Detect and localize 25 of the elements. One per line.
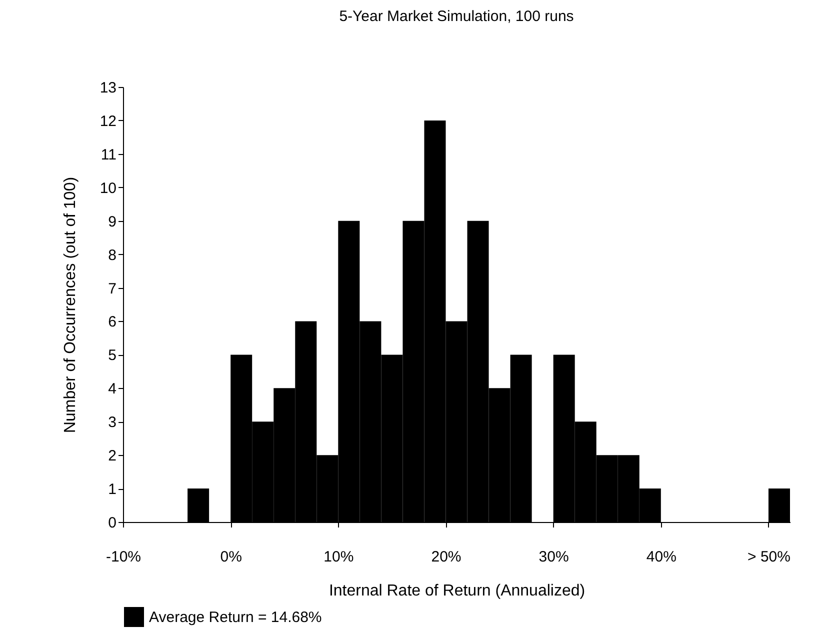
y-tick-label: 3 <box>108 414 116 432</box>
y-tick-label: 7 <box>108 280 116 298</box>
y-axis-title: Number of Occurrences (out of 100) <box>62 176 79 434</box>
y-tick-label: 8 <box>108 246 116 264</box>
x-tick-label: 20% <box>431 548 462 566</box>
y-tick-label: 9 <box>108 213 116 230</box>
x-tick-label: > 50% <box>748 548 790 566</box>
legend-label: Average Return = 14.68% <box>149 609 322 626</box>
x-tick-label: 10% <box>324 548 354 566</box>
chart-title: 5-Year Market Simulation, 100 runs <box>339 8 574 25</box>
y-tick-label: 6 <box>108 314 116 331</box>
y-tick-label: 5 <box>108 347 116 364</box>
x-tick-label: 30% <box>538 548 569 566</box>
y-tick-label: 10 <box>100 180 116 197</box>
x-tick-label: -10% <box>106 548 142 566</box>
y-tick-label: 0 <box>108 514 116 532</box>
x-tick-label: 0% <box>220 548 242 566</box>
y-tick-label: 2 <box>108 448 116 465</box>
x-tick-label: 40% <box>646 548 676 566</box>
y-tick-label: 13 <box>100 80 116 96</box>
y-tick-label: 11 <box>100 146 116 164</box>
x-axis-title: Internal Rate of Return (Annualized) <box>328 582 586 600</box>
y-tick-label: 1 <box>108 481 116 498</box>
y-tick-label: 4 <box>108 380 116 398</box>
y-tick-label: 12 <box>100 112 116 130</box>
